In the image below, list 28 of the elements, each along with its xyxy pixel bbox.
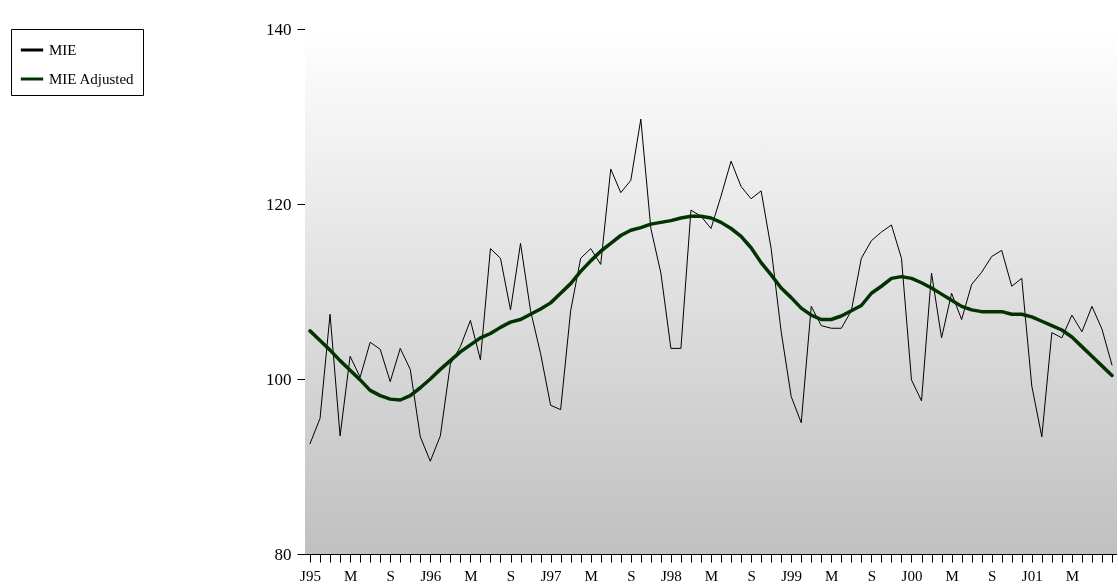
x-tick-label: J01	[1021, 567, 1043, 584]
x-tick-label: J97	[540, 567, 563, 584]
x-tick-label: M	[825, 567, 839, 584]
y-tick-label: 80	[274, 544, 292, 564]
x-tick-label: M	[945, 567, 959, 584]
line-series	[309, 118, 1113, 462]
x-tick-label: M	[343, 567, 358, 584]
x-tick-label: J95	[300, 567, 321, 584]
x-tick-label: J00	[901, 567, 923, 584]
x-tick-label: S	[627, 567, 636, 584]
legend-label: MIE	[49, 42, 77, 58]
y-tick-label: 100	[266, 369, 292, 389]
x-tick-label: J99	[781, 567, 803, 584]
y-tick-label: 120	[266, 194, 292, 214]
x-tick-label: J96	[420, 567, 442, 584]
y-tick-label: 140	[266, 19, 292, 39]
x-tick-label: M	[704, 567, 719, 584]
legend-label: MIE Adjusted	[49, 71, 135, 87]
x-tick-label: M	[584, 567, 598, 584]
x-tick-label: M	[464, 567, 478, 584]
x-tick-label: J98	[660, 567, 682, 584]
x-tick-label: S	[386, 567, 395, 584]
line-series	[308, 214, 1114, 402]
x-tick-label: S	[867, 567, 877, 584]
x-tick-label: S	[506, 567, 516, 584]
x-tick-label: S	[747, 567, 756, 584]
x-tick-label: M	[1065, 567, 1080, 584]
x-tick-label: S	[988, 567, 997, 584]
